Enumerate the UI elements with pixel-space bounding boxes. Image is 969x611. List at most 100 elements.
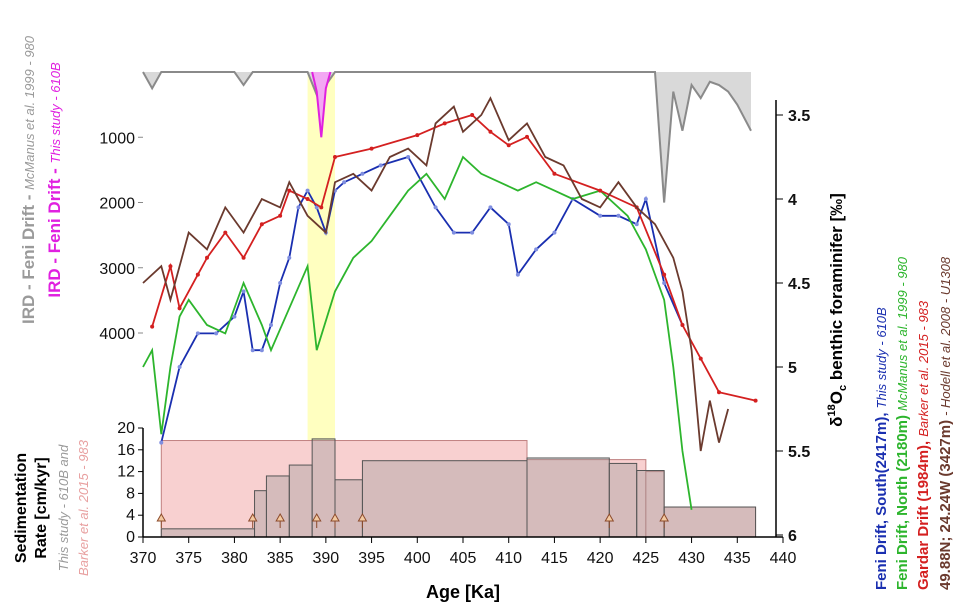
ird-label: IRD - Feni Drift - This study - 610B [45,62,64,298]
y2-tick-label: 3.5 [788,108,810,125]
x-tick-label: 395 [358,550,385,567]
isotope-marker [305,188,310,193]
data-layer [142,71,758,528]
isotope-marker [333,155,337,159]
isotope-marker [433,205,438,210]
isotope-marker [515,272,520,277]
sed-tick-label: 20 [117,420,135,437]
sed-tick-label: 16 [117,442,135,459]
x-tick-label: 380 [221,550,248,567]
ird-tick-label: 4000 [99,326,135,343]
legend-entry: Gardar Drift (1984m), Barker et al. 2015 … [915,300,932,590]
legend-source: Barker et al. 2015 - 983 [916,300,931,437]
tie-point [247,512,258,522]
sed-step [526,459,647,538]
isotope-marker [241,255,246,260]
isotope-line [142,96,730,452]
sed-step [608,462,638,538]
isotope-marker [488,129,493,134]
isotope-marker [278,281,283,285]
sed-step [288,464,313,538]
isotope-marker [598,188,603,193]
isotope-marker [406,155,411,159]
isotope-marker [442,121,447,126]
isotope-line [142,155,693,510]
isotope-marker [680,323,685,327]
label-part: 18 [826,404,838,416]
isotope-marker [319,205,324,210]
sed-step [334,479,363,538]
background-layer [160,72,757,538]
legend-source: McManus et al. 1999 - 980 [895,256,910,411]
isotope-marker [296,205,301,210]
legend: Feni Drift, South(2417m), This study - 61… [873,256,954,590]
x-tick-label: 400 [404,550,431,567]
sed-source: This study - 610B and [56,444,71,571]
ird-name: IRD - Feni Drift - [45,168,64,297]
isotope-marker [168,264,173,269]
ird-tick-label: 3000 [99,261,135,278]
label-part: c [837,385,849,391]
tie-point [330,512,340,522]
sed-step [526,457,610,538]
isotope-marker [525,134,529,139]
isotope-marker [451,230,456,235]
isotope-marker [159,440,164,445]
sed-step [663,506,757,538]
ird-line [311,71,332,138]
isotope-marker [150,324,155,329]
y2-tick-label: 4.5 [788,276,810,293]
sed-step [265,475,290,538]
x-tick-label: 435 [724,550,751,567]
legend-name: 49.88N; 24.24W (3427m) [937,420,954,590]
isotope-marker [223,230,228,235]
isotope-marker [269,323,273,327]
y2-tick-label: 6 [788,528,797,545]
x-tick-label: 385 [267,550,294,567]
tie-point [357,512,368,522]
sed-step [160,440,528,538]
label-part: benthic foraminifer [‰] [827,193,846,385]
isotope-line [151,113,756,402]
isotope-marker [506,222,511,227]
isotope-marker [259,348,264,353]
isotope-marker [378,163,383,168]
x-tick-label: 425 [633,550,660,567]
isotope-marker [259,222,264,227]
isotope-marker [643,197,648,201]
isotope-marker [552,171,557,176]
sed-step [254,490,267,538]
isotope-marker [195,272,200,277]
isotope-marker [360,171,365,176]
isotope-marker [662,281,667,285]
legend-name: Gardar Drift (1984m), [915,441,932,590]
sed-tick-label: 8 [126,485,135,502]
sed-step [361,460,528,538]
isotope-marker [287,188,292,193]
ird-source: This study - 610B [48,62,63,163]
sed-tick-label: 0 [126,529,135,546]
x-tick-label: 390 [313,550,340,567]
isotope-marker [506,143,511,148]
isotope-marker [616,213,621,218]
x-tick-label: 420 [587,550,614,567]
tie-point [659,512,670,522]
x-tick-label: 410 [495,550,522,567]
isotope-marker [177,365,182,369]
legend-entry: Feni Drift, North (2180m) McManus et al. … [894,256,911,590]
y2-tick-label: 5 [788,360,797,377]
tie-point [156,512,167,522]
sed-source: Barker et al. 2015 - 983 [76,439,91,576]
legend-source: This study - 610B [874,307,889,408]
sed-step [636,470,665,538]
y2-tick-label: 4 [788,192,797,209]
label-part: O [827,391,846,404]
ird-area [143,72,751,203]
x-tick-label: 375 [175,550,202,567]
x-tick-label: 370 [130,550,157,567]
tie-point [311,512,322,522]
isotope-marker [717,390,721,395]
isotope-marker [415,133,420,138]
ird-tick-label: 1000 [99,130,135,147]
